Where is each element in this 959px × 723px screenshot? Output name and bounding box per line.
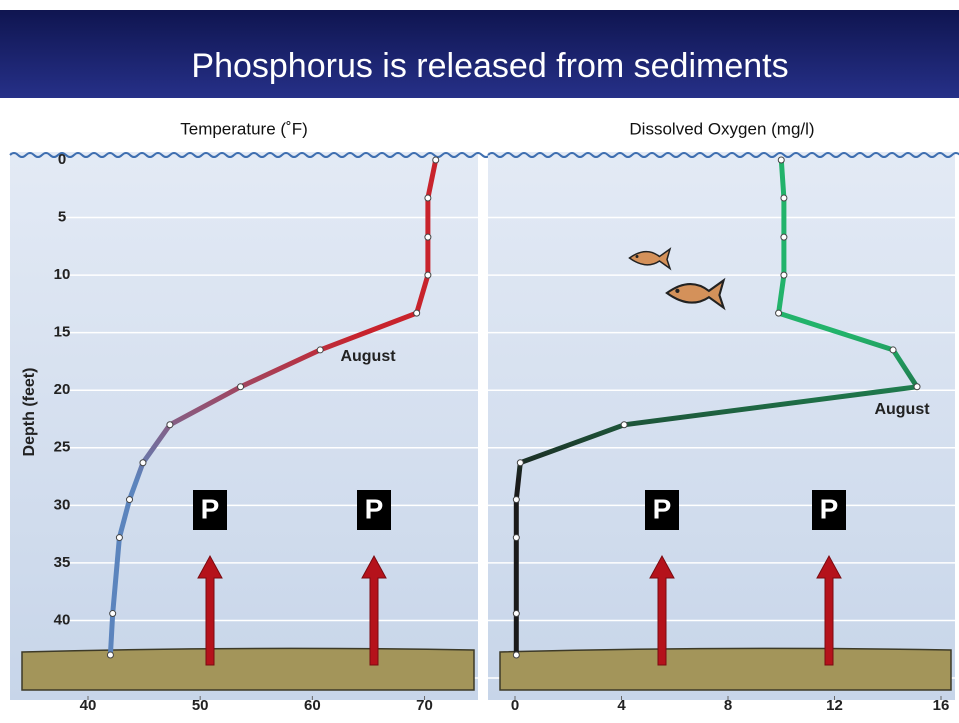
chart-panel: Dissolved Oxygen (mg/l) 0 4 8 12 16 P P August [487,119,959,714]
y-tick-label: 0 [58,151,66,168]
x-tick-label: 40 [80,697,97,714]
water [10,152,478,700]
chart-title: Temperature (˚F) [180,119,308,138]
x-tick-label: 70 [416,697,433,714]
charts: Temperature (˚F)051015202530354045405060… [9,119,959,714]
data-point [512,651,520,659]
y-tick-label: 15 [54,324,71,341]
fish [665,277,726,311]
p-label: P [653,493,672,524]
y-tick-label: 10 [54,266,71,283]
data-point [512,534,520,542]
x-tick-label: 60 [304,697,321,714]
arrow [649,554,675,666]
data-point [775,309,783,317]
y-tick-label: 25 [54,439,71,456]
slide-title: Phosphorus is released from sediments [191,47,788,85]
x-tick-label: 4 [617,697,626,714]
fish-eye [675,288,680,293]
data-point [106,651,114,659]
water-surface [9,152,491,158]
water-surface [487,152,959,158]
sediment [21,647,475,691]
fish [628,247,672,271]
data-point [413,309,421,317]
data-point [780,194,788,202]
data-point [913,383,921,391]
data-point [432,156,440,164]
data-point [424,194,432,202]
data-point [777,156,785,164]
data-point [139,459,147,467]
fish-body [665,277,726,311]
sediment [499,647,952,691]
arrow [361,554,387,666]
data-point [424,271,432,279]
data-point [516,459,524,467]
data-point [109,610,117,618]
data-point [115,534,123,542]
water [488,152,955,700]
y-tick-label: 35 [54,554,71,571]
x-tick-label: 12 [826,697,843,714]
chart-panel: Temperature (˚F)051015202530354045405060… [9,119,491,714]
y-tick-label: 40 [54,611,71,628]
data-point [512,496,520,504]
p-label: P [820,493,839,524]
arrow [197,554,223,666]
p-box [812,490,846,530]
data-point [780,233,788,241]
y-axis-label: Depth (feet) [21,368,38,457]
data-point [316,346,324,354]
chart-title: Dissolved Oxygen (mg/l) [629,119,814,138]
fish-body [628,247,672,271]
series-annotation: August [340,348,396,365]
data-point [424,233,432,241]
series-annotation: August [874,401,930,418]
data-point [780,271,788,279]
p-label: P [365,493,384,524]
x-tick-label: 50 [192,697,209,714]
y-tick-label: 20 [54,381,71,398]
y-tick-label: 30 [54,496,71,513]
data-point [620,421,628,429]
fish-eye [635,255,639,258]
p-box [645,490,679,530]
p-box [193,490,227,530]
data-point [126,496,134,504]
p-label: P [201,493,220,524]
x-tick-label: 0 [511,697,519,714]
title-bar [0,10,959,98]
arrow [816,554,842,666]
data-point [512,610,520,618]
data-point [237,383,245,391]
x-tick-label: 16 [933,697,950,714]
data-point [889,346,897,354]
x-tick-label: 8 [724,697,732,714]
p-box [357,490,391,530]
data-point [166,421,174,429]
y-tick-label: 5 [58,209,66,226]
